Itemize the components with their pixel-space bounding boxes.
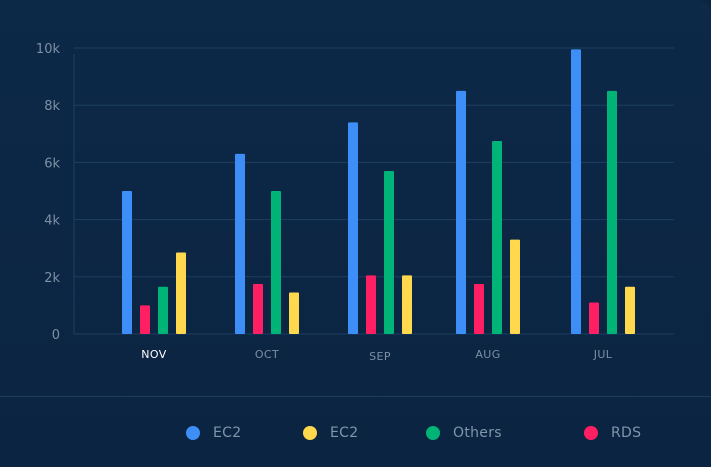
bar-rds-sep[interactable]	[366, 275, 376, 334]
bar-ec2-nov[interactable]	[176, 252, 186, 334]
legend-item-ec2-blue[interactable]: EC2	[186, 424, 241, 442]
bar-ec2-aug[interactable]	[510, 239, 520, 334]
bar-ec2-jul[interactable]	[571, 49, 581, 335]
bar-rds-aug[interactable]	[474, 283, 484, 334]
legend-item-ec2-yellow[interactable]: EC2	[303, 424, 358, 442]
y-tick-label: 10k	[36, 42, 61, 57]
bar-ec2-oct[interactable]	[289, 292, 299, 334]
x-tick-label-nov[interactable]: NOV	[141, 348, 166, 361]
y-axis-ticks: 0 2k 4k 6k 8k 10k	[36, 42, 61, 343]
bar-others-jul[interactable]	[607, 90, 617, 335]
bar-others-aug[interactable]	[492, 140, 502, 334]
legend-dot-icon	[426, 426, 440, 440]
y-tick-label: 8k	[44, 99, 60, 114]
legend-divider	[0, 396, 711, 397]
bar-chart: 0 2k 4k 6k 8k 10k NOV OCT SEP AUG JUL	[36, 42, 674, 363]
bar-rds-oct[interactable]	[253, 283, 263, 334]
bars	[122, 49, 635, 335]
x-axis-ticks: NOV OCT SEP AUG JUL	[141, 348, 612, 363]
bar-others-oct[interactable]	[271, 191, 281, 334]
y-tick-label: 6k	[44, 156, 60, 171]
x-tick-label-jul[interactable]: JUL	[593, 348, 613, 361]
y-tick-label: 2k	[44, 271, 60, 286]
bar-ec2-aug[interactable]	[456, 90, 466, 335]
legend-label: Others	[453, 425, 502, 441]
x-tick-label-sep[interactable]: SEP	[369, 350, 391, 363]
bar-rds-nov[interactable]	[140, 305, 150, 334]
bar-others-nov[interactable]	[158, 286, 168, 334]
legend-label: EC2	[213, 425, 242, 441]
bar-ec2-sep[interactable]	[348, 122, 358, 334]
bar-ec2-jul[interactable]	[625, 286, 635, 334]
y-tick-label: 0	[52, 328, 60, 343]
bar-ec2-oct[interactable]	[235, 153, 245, 334]
bar-ec2-sep[interactable]	[402, 275, 412, 334]
legend-label: RDS	[611, 425, 642, 441]
y-tick-label: 4k	[44, 214, 60, 229]
legend-label: EC2	[330, 425, 359, 441]
legend-dot-icon	[186, 426, 200, 440]
x-tick-label-aug[interactable]: AUG	[475, 348, 500, 361]
legend-item-others[interactable]: Others	[426, 424, 502, 442]
legend-dot-icon	[584, 426, 598, 440]
legend-dot-icon	[303, 426, 317, 440]
bar-others-sep[interactable]	[384, 170, 394, 334]
legend-item-rds[interactable]: RDS	[584, 424, 641, 442]
bar-rds-jul[interactable]	[589, 302, 599, 334]
x-tick-label-oct[interactable]: OCT	[255, 348, 279, 361]
bar-ec2-nov[interactable]	[122, 191, 132, 334]
